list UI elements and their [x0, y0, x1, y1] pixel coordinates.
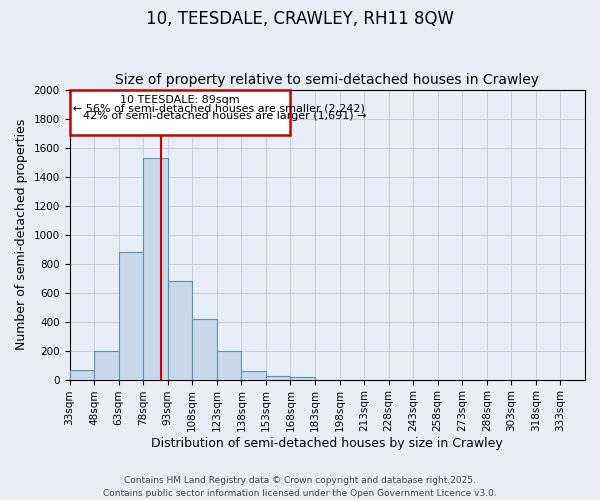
FancyBboxPatch shape [70, 90, 290, 134]
Text: Contains HM Land Registry data © Crown copyright and database right 2025.
Contai: Contains HM Land Registry data © Crown c… [103, 476, 497, 498]
Bar [266, 376, 290, 380]
Bar [94, 352, 119, 380]
X-axis label: Distribution of semi-detached houses by size in Crawley: Distribution of semi-detached houses by … [151, 437, 503, 450]
Text: 10 TEESDALE: 89sqm: 10 TEESDALE: 89sqm [120, 96, 240, 106]
Y-axis label: Number of semi-detached properties: Number of semi-detached properties [15, 119, 28, 350]
Text: 10, TEESDALE, CRAWLEY, RH11 8QW: 10, TEESDALE, CRAWLEY, RH11 8QW [146, 10, 454, 28]
Text: 42% of semi-detached houses are larger (1,691) →: 42% of semi-detached houses are larger (… [83, 111, 366, 121]
Bar [143, 158, 168, 380]
Bar [192, 320, 217, 380]
Bar [217, 352, 241, 380]
Bar [290, 378, 315, 380]
Text: ← 56% of semi-detached houses are smaller (2,242): ← 56% of semi-detached houses are smalle… [73, 104, 365, 114]
Bar [168, 281, 192, 380]
Title: Size of property relative to semi-detached houses in Crawley: Size of property relative to semi-detach… [115, 73, 539, 87]
Bar [70, 370, 94, 380]
Bar [241, 371, 266, 380]
Bar [119, 252, 143, 380]
